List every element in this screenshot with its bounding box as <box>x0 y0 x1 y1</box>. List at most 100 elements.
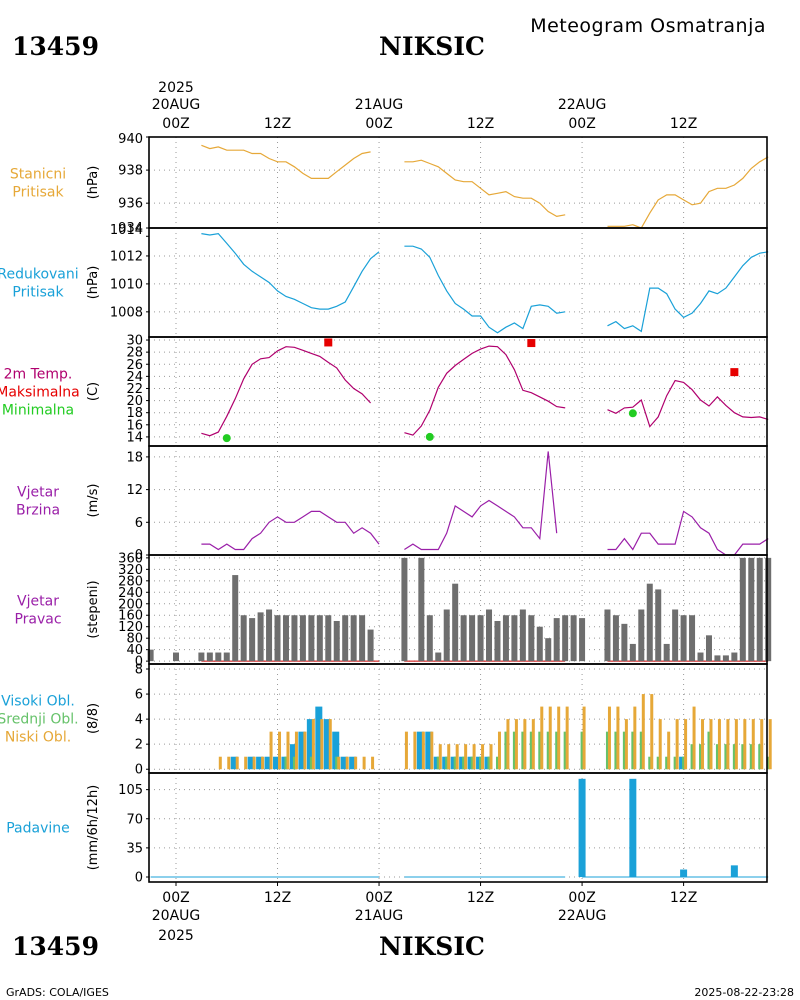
header: 13459 NIKSIC Meteogram Osmatranja <box>12 15 766 61</box>
value-bar <box>697 652 704 662</box>
value-bar <box>680 869 688 878</box>
panel-label: Vjetar <box>17 485 59 501</box>
value-bar <box>739 557 746 662</box>
cloud-low-bar <box>464 744 468 770</box>
cloud-mid-bar <box>436 756 440 770</box>
value-bar <box>562 615 569 662</box>
y-tick-label: 120 <box>118 620 143 635</box>
panels: 934 936 938 940 (hPa) Stanicni Pritisak 1008 101… <box>0 132 772 886</box>
cloud-low-bar <box>481 744 485 770</box>
footer: 13459 NIKSIC GrADS: COLA/IGES 2025-08-22… <box>6 932 794 999</box>
y-tick-label: 35 <box>126 841 143 856</box>
cloud-high-bar <box>273 756 281 770</box>
value-bar <box>460 615 467 662</box>
panel-label: Niski Obl. <box>5 730 71 746</box>
y-tick-label: 1010 <box>110 277 143 292</box>
cloud-low-bar <box>616 706 620 770</box>
cloud-low-bar <box>303 731 307 770</box>
cloud-low-bar <box>371 756 375 770</box>
cloud-low-bar <box>633 706 637 770</box>
cloud-high-bar <box>247 756 255 770</box>
station-name-top: NIKSIC <box>379 32 485 61</box>
y-tick-label: 8 <box>135 663 143 678</box>
value-bar <box>655 589 662 662</box>
cloud-mid-bar <box>487 756 491 770</box>
cloud-mid-bar <box>495 756 499 770</box>
timestamp-text: 2025-08-22-23:28 <box>694 986 794 999</box>
cloud-low-bar <box>227 756 231 770</box>
cloud-mid-bar <box>284 756 288 770</box>
top-hour-label: 12Z <box>670 116 697 132</box>
value-bar <box>325 615 332 662</box>
cloud-low-bar <box>497 731 501 770</box>
cloud-mid-bar <box>707 731 711 770</box>
value-bar <box>621 623 628 662</box>
cloud-high-bar <box>264 756 272 770</box>
panel-label: Pritisak <box>12 185 64 201</box>
cloud-high-bar <box>340 756 348 770</box>
value-bar <box>198 652 205 662</box>
y-tick-label: 18 <box>126 450 143 465</box>
cloud-mid-bar <box>580 731 584 770</box>
cloud-low-bar <box>328 719 332 770</box>
cloud-low-bar <box>607 706 611 770</box>
value-bar <box>689 615 696 662</box>
y-tick-label: 18 <box>126 406 143 421</box>
cloud-mid-bar <box>453 756 457 770</box>
panel-label: Pravac <box>14 612 61 628</box>
y-tick-label: 80 <box>126 632 143 647</box>
y-tick-label: 936 <box>118 197 143 212</box>
value-bar <box>477 615 484 662</box>
cloud-low-bar <box>252 756 256 770</box>
bottom-time-axis: 20AUG 21AUG 22AUG 00Z 12Z 00Z 12Z 00Z 12Z 2025 <box>152 882 697 944</box>
credit-text: GrADS: COLA/IGES <box>6 986 109 999</box>
value-bar <box>629 778 637 878</box>
top-date-label: 20AUG <box>152 97 201 113</box>
panel-label: Stanicni <box>10 167 66 183</box>
panel-grid <box>149 664 767 773</box>
value-bar <box>511 615 518 662</box>
cloud-mid-bar <box>715 744 719 770</box>
value-bar <box>240 615 247 662</box>
top-year-label: 2025 <box>158 80 194 96</box>
y-tick-label: 30 <box>126 334 143 349</box>
cloud-mid-bar <box>665 756 669 770</box>
cloud-low-bar <box>489 744 493 770</box>
y-tick-label: 6 <box>135 688 143 703</box>
station-id-top: 13459 <box>12 32 99 61</box>
value-bar <box>299 615 306 662</box>
y-tick-label: 280 <box>118 574 143 589</box>
cloud-mid-bar <box>563 731 567 770</box>
y-tick-label: 0 <box>135 655 143 670</box>
value-bar <box>730 865 738 878</box>
cloud-low-bar <box>438 744 442 770</box>
cloud-low-bar <box>743 719 747 770</box>
cloud-low-bar <box>404 731 408 770</box>
top-hour-label: 12Z <box>264 116 291 132</box>
cloud-low-bar <box>675 719 679 770</box>
cloud-low-bar <box>455 744 459 770</box>
series-line <box>404 245 566 334</box>
cloud-low-bar <box>726 719 730 770</box>
value-bar <box>579 618 586 662</box>
cloud-low-bar <box>413 731 417 770</box>
panel-grid <box>149 773 767 882</box>
y-axis-unit: (hPa) <box>86 166 101 200</box>
cloud-low-bar <box>658 719 662 770</box>
value-bar <box>147 649 154 662</box>
value-bar <box>249 618 256 662</box>
cloud-mid-bar <box>673 756 677 770</box>
cloud-mid-bar <box>309 756 313 770</box>
value-bar <box>486 609 493 662</box>
station-name-bottom: NIKSIC <box>379 932 485 961</box>
cloud-mid-bar <box>766 756 770 770</box>
y-tick-label: 1008 <box>110 305 143 320</box>
y-tick-label: 160 <box>118 609 143 624</box>
bottom-hour-label: 12Z <box>670 890 697 906</box>
cloud-mid-bar <box>462 756 466 770</box>
value-bar <box>604 609 611 662</box>
value-bar <box>536 626 543 662</box>
y-axis-unit: (mm/6h/12h) <box>86 785 101 871</box>
